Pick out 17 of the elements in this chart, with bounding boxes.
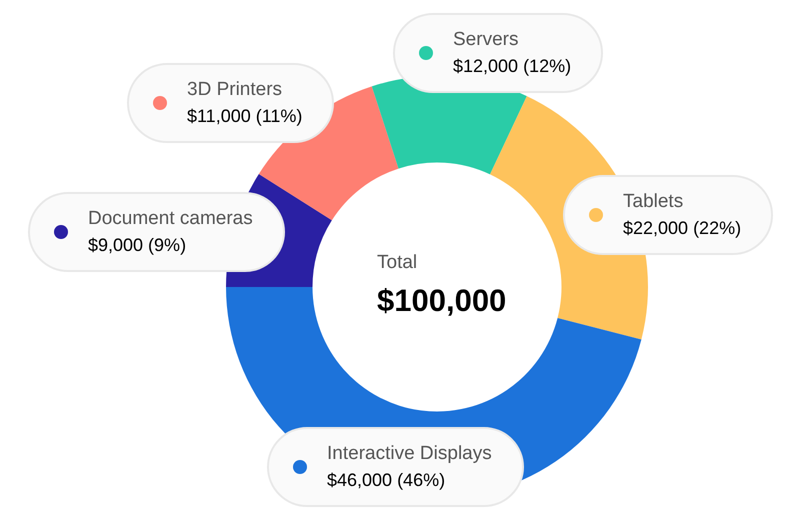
slice-label: Tablets (623, 190, 684, 214)
data-label: $12,000 (12%) (453, 55, 572, 78)
text: $100,000 (377, 283, 506, 318)
slice-label: Interactive Displays (327, 442, 492, 466)
data-label: $9,000 (9%) (88, 234, 188, 257)
data-label: $46,000 (46%) (327, 469, 446, 492)
callout-box: Servers $12,000 (12%) (393, 13, 604, 93)
slice-label: Document cameras (88, 207, 253, 231)
text: Total (377, 252, 418, 273)
callout-box: Document cameras $9,000 (9%) (28, 192, 285, 272)
slice-label: Servers (453, 28, 520, 52)
data-label: $11,000 (11%) (187, 105, 302, 128)
data-label: $22,000 (22%) (623, 217, 742, 240)
callout-box: Tablets $22,000 (22%) (563, 175, 774, 255)
callout-box: 3D Printers $11,000 (11%) (127, 63, 334, 143)
slice-label: 3D Printers (187, 78, 284, 102)
callout-box: Interactive Displays $46,000 (46%) (267, 427, 524, 507)
